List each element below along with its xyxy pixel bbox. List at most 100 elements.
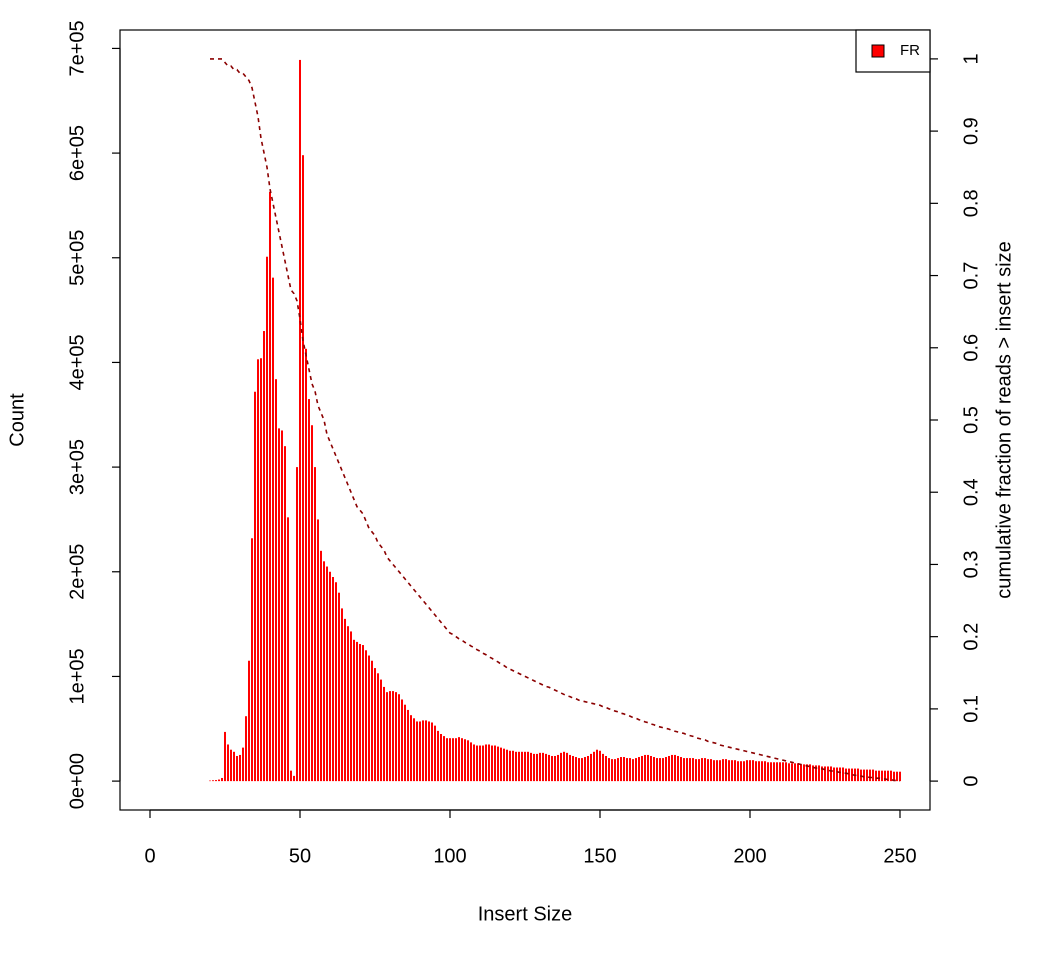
bar xyxy=(890,770,892,782)
bar xyxy=(242,747,244,782)
y2-tick-label: 0.8 xyxy=(960,189,982,217)
bar xyxy=(461,738,463,782)
bar xyxy=(311,425,313,782)
bar xyxy=(545,753,547,782)
bar xyxy=(419,721,421,782)
y-tick-label: 0e+00 xyxy=(66,753,88,809)
bar xyxy=(899,771,901,782)
bar xyxy=(737,761,739,782)
bar xyxy=(509,750,511,782)
x-tick-label: 50 xyxy=(289,845,311,867)
bar xyxy=(362,645,364,782)
bar xyxy=(803,764,805,782)
bar xyxy=(320,550,322,782)
legend-label: FR xyxy=(900,42,920,59)
y-tick-label: 5e+05 xyxy=(66,230,88,286)
bar xyxy=(797,763,799,782)
bar xyxy=(512,750,514,782)
bar xyxy=(812,765,814,782)
bar xyxy=(881,770,883,782)
bar xyxy=(215,780,217,782)
bar xyxy=(671,754,673,782)
bar xyxy=(728,760,730,782)
bar xyxy=(452,738,454,782)
bar xyxy=(566,752,568,782)
y-tick-label: 6e+05 xyxy=(66,125,88,181)
bar xyxy=(578,758,580,782)
bar xyxy=(674,754,676,782)
bar xyxy=(383,686,385,782)
bar xyxy=(401,699,403,782)
x-tick-label: 150 xyxy=(583,845,616,867)
y-axis-title: Count xyxy=(6,393,28,447)
bar xyxy=(539,752,541,782)
bar xyxy=(653,757,655,782)
bar xyxy=(434,725,436,782)
bar xyxy=(638,757,640,782)
bar xyxy=(359,643,361,782)
bar xyxy=(479,745,481,782)
bar xyxy=(464,739,466,782)
y2-tick-label: 1 xyxy=(960,53,982,64)
bar xyxy=(272,277,274,782)
legend-box xyxy=(855,29,931,73)
bar xyxy=(500,747,502,782)
bar xyxy=(872,769,874,782)
bar xyxy=(233,751,235,782)
bar xyxy=(515,751,517,782)
bar xyxy=(284,446,286,782)
bar xyxy=(428,721,430,782)
bar xyxy=(695,759,697,782)
x-tick-label: 250 xyxy=(883,845,916,867)
y2-tick-label: 0.9 xyxy=(960,117,982,145)
bar xyxy=(344,618,346,782)
bar xyxy=(287,517,289,782)
bar xyxy=(476,745,478,782)
bar xyxy=(722,759,724,782)
bar xyxy=(317,519,319,782)
bar xyxy=(365,650,367,782)
bar xyxy=(443,736,445,782)
bar xyxy=(650,755,652,782)
y2-tick-label: 0 xyxy=(960,776,982,787)
bar xyxy=(446,738,448,782)
bar xyxy=(341,608,343,782)
y-tick-label: 3e+05 xyxy=(66,439,88,495)
bar xyxy=(332,577,334,782)
bar xyxy=(413,718,415,782)
bar xyxy=(296,467,298,782)
bar xyxy=(527,751,529,782)
bar xyxy=(833,767,835,782)
bar xyxy=(290,770,292,782)
bar xyxy=(848,768,850,782)
bar xyxy=(767,762,769,782)
bar xyxy=(593,751,595,782)
bar xyxy=(884,770,886,782)
bar xyxy=(410,715,412,782)
bar xyxy=(851,768,853,782)
bar xyxy=(230,749,232,782)
bar xyxy=(404,704,406,782)
bar xyxy=(815,765,817,782)
bar xyxy=(245,716,247,782)
bar xyxy=(548,754,550,782)
bar xyxy=(599,750,601,782)
bar xyxy=(716,760,718,782)
bar xyxy=(665,757,667,782)
bar xyxy=(572,755,574,782)
bar xyxy=(680,757,682,782)
bar xyxy=(251,538,253,782)
bar xyxy=(614,759,616,782)
y2-tick-label: 0.6 xyxy=(960,334,982,362)
bar xyxy=(473,744,475,782)
bar xyxy=(596,749,598,782)
bar xyxy=(437,730,439,782)
bar xyxy=(467,740,469,782)
bar xyxy=(791,763,793,782)
bar xyxy=(809,764,811,782)
bar xyxy=(656,758,658,782)
bar xyxy=(254,391,256,782)
bar xyxy=(686,758,688,782)
bar xyxy=(806,764,808,782)
bar xyxy=(644,754,646,782)
